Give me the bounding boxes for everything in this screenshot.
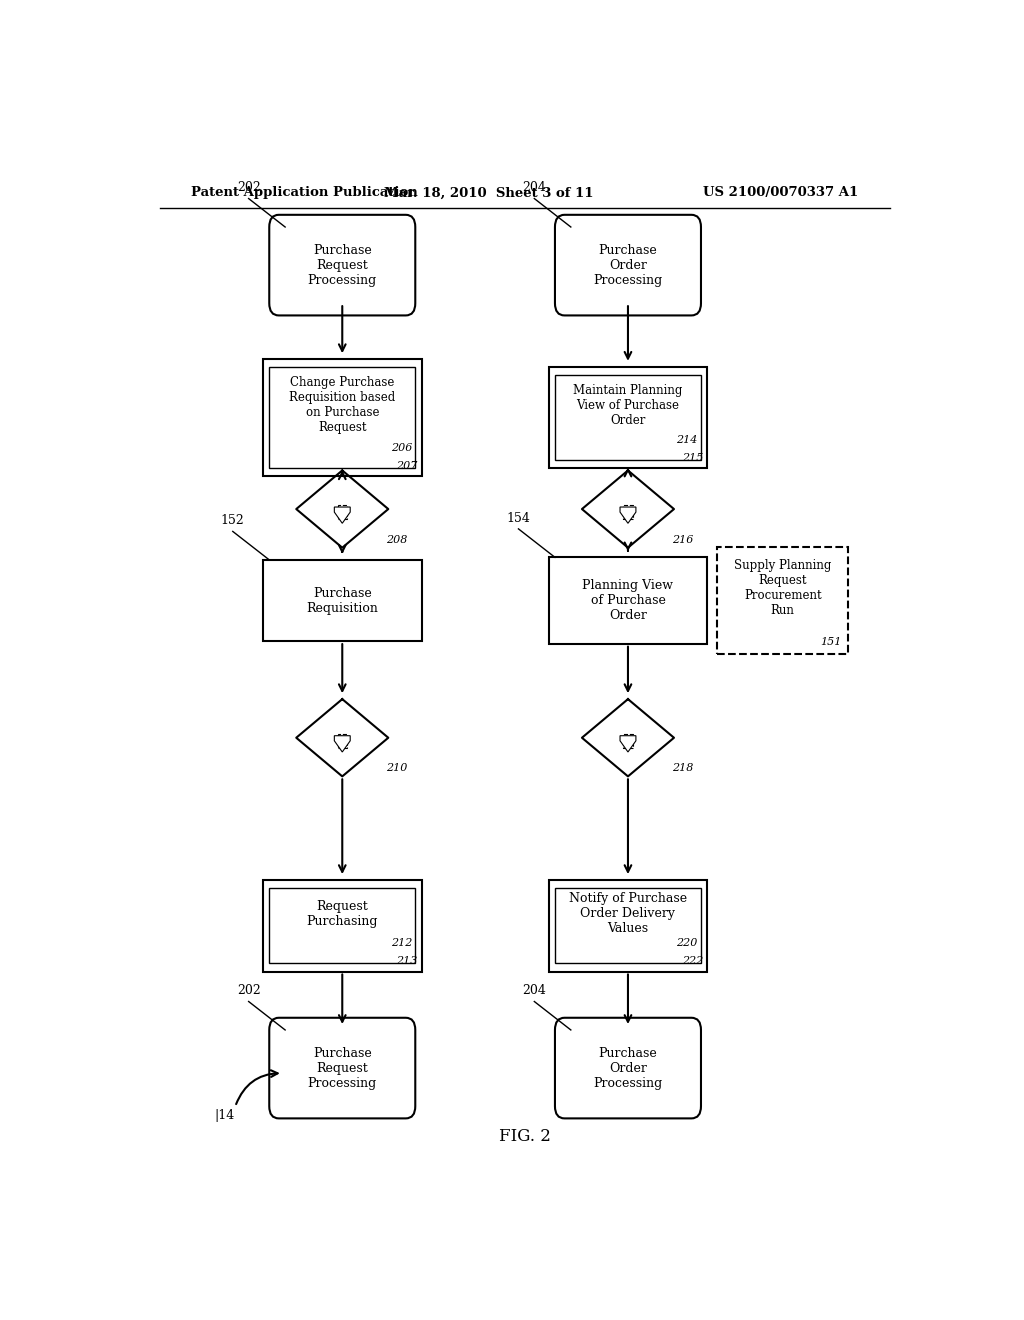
Bar (263, 359, 422, 477)
FancyBboxPatch shape (555, 215, 701, 315)
FancyBboxPatch shape (555, 1018, 701, 1118)
Bar (269, 888, 416, 964)
Text: 214: 214 (677, 436, 697, 445)
Text: 208: 208 (386, 535, 408, 545)
Text: Purchase
Request
Processing: Purchase Request Processing (307, 244, 377, 286)
Bar (549, 880, 708, 972)
Text: 202: 202 (237, 985, 260, 998)
Text: Purchase
Order
Processing: Purchase Order Processing (593, 1047, 663, 1089)
Text: US 2100/0070337 A1: US 2100/0070337 A1 (702, 186, 858, 199)
Text: 220: 220 (677, 939, 697, 948)
Text: 207: 207 (396, 461, 418, 471)
Text: Mar. 18, 2010  Sheet 3 of 11: Mar. 18, 2010 Sheet 3 of 11 (384, 186, 594, 199)
Text: Planning View
of Purchase
Order: Planning View of Purchase Order (583, 579, 674, 622)
Text: 210: 210 (386, 763, 408, 774)
Text: Supply Planning
Request
Procurement
Run: Supply Planning Request Procurement Run (734, 560, 831, 618)
Bar (263, 880, 422, 972)
Text: 152: 152 (221, 515, 245, 528)
Bar (549, 367, 708, 469)
Text: 151: 151 (820, 636, 842, 647)
Bar (263, 560, 422, 642)
Bar (555, 375, 701, 461)
Text: Notify of Purchase
Order Delivery
Values: Notify of Purchase Order Delivery Values (569, 892, 687, 935)
FancyArrow shape (334, 507, 350, 523)
Text: 204: 204 (522, 181, 546, 194)
FancyBboxPatch shape (269, 215, 416, 315)
Text: 202: 202 (237, 181, 260, 194)
Text: 154: 154 (507, 512, 530, 525)
Text: Patent Application Publication: Patent Application Publication (191, 186, 418, 199)
FancyBboxPatch shape (269, 1018, 416, 1118)
Bar (269, 367, 416, 467)
Text: 206: 206 (391, 442, 412, 453)
Text: Change Purchase
Requisition based
on Purchase
Request: Change Purchase Requisition based on Pur… (289, 376, 395, 434)
Bar (624, 734, 633, 748)
Bar (338, 506, 347, 519)
Text: 213: 213 (396, 957, 418, 966)
Text: Purchase
Requisition: Purchase Requisition (306, 586, 378, 615)
Bar (338, 734, 347, 748)
FancyArrow shape (620, 507, 636, 523)
FancyArrow shape (620, 735, 636, 752)
Bar (624, 506, 633, 519)
Bar (717, 548, 848, 653)
FancyArrow shape (334, 735, 350, 752)
Text: Purchase
Request
Processing: Purchase Request Processing (307, 1047, 377, 1089)
Text: 204: 204 (522, 985, 546, 998)
Text: 216: 216 (672, 535, 693, 545)
Text: 222: 222 (682, 957, 703, 966)
Text: Purchase
Order
Processing: Purchase Order Processing (593, 244, 663, 286)
Text: 215: 215 (682, 453, 703, 463)
Bar (555, 888, 701, 964)
Text: FIG. 2: FIG. 2 (499, 1127, 551, 1144)
Text: |14: |14 (215, 1109, 234, 1122)
Text: 218: 218 (672, 763, 693, 774)
Text: Maintain Planning
View of Purchase
Order: Maintain Planning View of Purchase Order (573, 384, 683, 426)
Text: 212: 212 (391, 939, 412, 948)
Text: Request
Purchasing: Request Purchasing (306, 900, 378, 928)
Bar (549, 557, 708, 644)
